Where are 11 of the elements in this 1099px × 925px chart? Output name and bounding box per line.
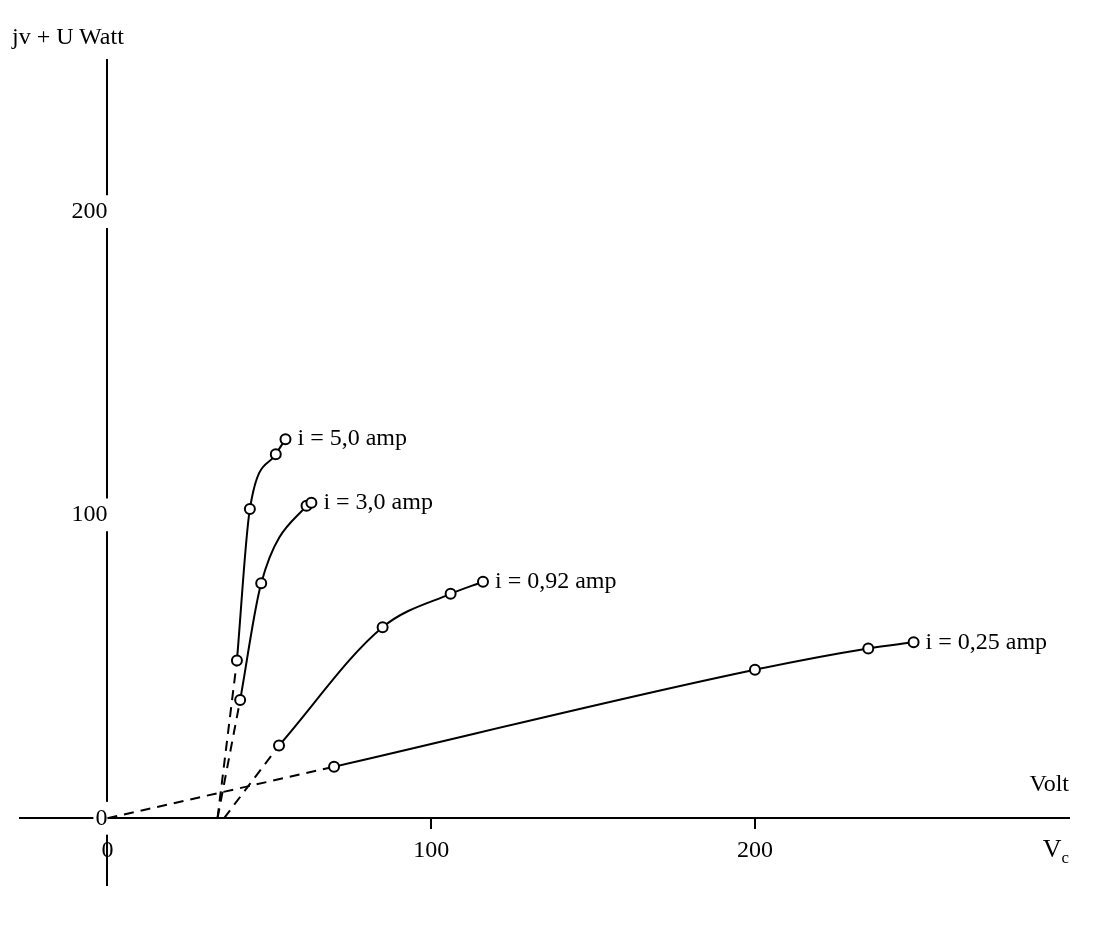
x-axis-title: Volt — [1029, 769, 1070, 796]
series-label: i = 5,0 amp — [297, 424, 408, 451]
series-label: i = 0,25 amp — [925, 627, 1048, 654]
x-tick-label: 100 — [413, 835, 450, 862]
series-label: i = 0,92 amp — [494, 566, 617, 593]
y-tick-label: 200 — [71, 196, 108, 223]
x-tick-label: 200 — [736, 835, 773, 862]
y-tick-label: 100 — [71, 500, 108, 527]
y-tick-label: 0 — [95, 803, 108, 830]
series-label: i = 3,0 amp — [323, 488, 433, 515]
y-axis-title: jv + U Watt — [11, 23, 125, 50]
